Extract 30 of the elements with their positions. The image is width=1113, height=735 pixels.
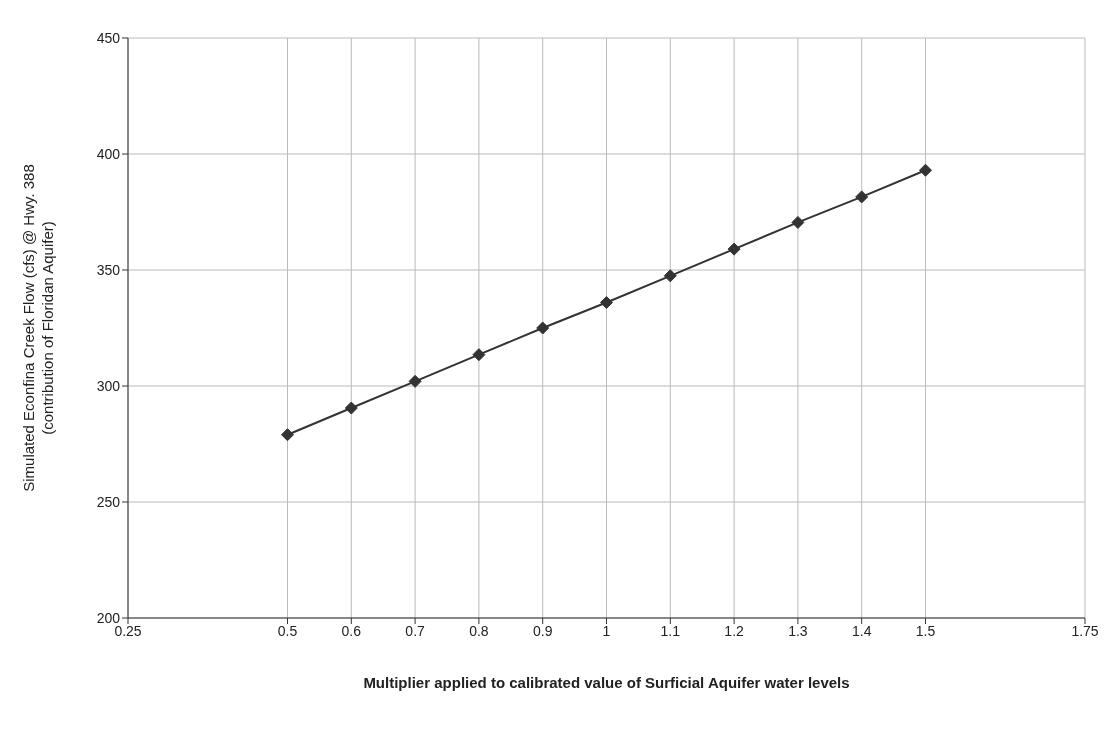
y-tick-label: 350 bbox=[96, 261, 121, 278]
point bbox=[600, 295, 613, 309]
x-tick-label: 0.8 bbox=[469, 622, 489, 639]
x-tick-label: 1.3 bbox=[788, 622, 808, 639]
point bbox=[791, 215, 805, 229]
y-tick-label: 250 bbox=[96, 493, 121, 510]
x-tick-label: 0.9 bbox=[532, 622, 553, 639]
point bbox=[344, 401, 358, 415]
y-tick-label: 400 bbox=[96, 145, 121, 162]
y-axis-title: Simulated Econfina Creek Flow (cfs) @ Hwy. 388 (contribution of Floridan Aquifer) bbox=[19, 164, 57, 492]
point bbox=[727, 242, 741, 256]
point bbox=[855, 190, 869, 204]
x-tick-label: 1.75 bbox=[1071, 622, 1099, 639]
point bbox=[663, 269, 677, 283]
x-tick-label: 0.7 bbox=[405, 622, 426, 639]
x-tick-label: 0.5 bbox=[277, 622, 298, 639]
point bbox=[281, 428, 294, 442]
x-tick-label: 1.2 bbox=[724, 622, 745, 639]
point bbox=[536, 321, 550, 335]
point bbox=[472, 348, 486, 362]
x-tick-label: 1.5 bbox=[915, 622, 936, 639]
x-tick-label: 1.1 bbox=[660, 622, 681, 639]
x-axis-title: Multiplier applied to calibrated value of Surficial Aquifer water levels bbox=[362, 674, 851, 691]
point bbox=[408, 374, 422, 388]
y-tick-label: 450 bbox=[96, 29, 121, 46]
x-tick-label: 1.4 bbox=[851, 622, 872, 639]
x-tick-label: 1 bbox=[602, 622, 611, 639]
y-tick-label: 300 bbox=[96, 377, 121, 394]
point bbox=[919, 163, 932, 177]
x-tick-label: 0.6 bbox=[341, 622, 362, 639]
